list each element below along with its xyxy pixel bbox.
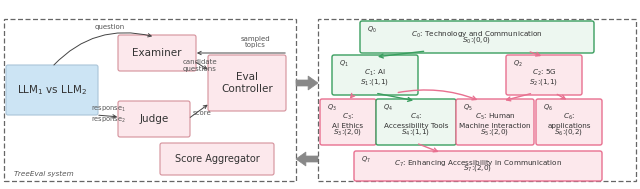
Text: $C_1$: AI: $C_1$: AI <box>364 68 386 78</box>
Bar <box>4 19 296 181</box>
Text: $Q_0$: $Q_0$ <box>367 25 377 35</box>
Text: Examiner: Examiner <box>132 48 182 58</box>
Text: TreeEval system: TreeEval system <box>14 171 74 177</box>
Text: $C_5$: Human
Machine Interaction: $C_5$: Human Machine Interaction <box>460 111 531 129</box>
FancyBboxPatch shape <box>118 35 196 71</box>
Text: $S_0$:(0,0): $S_0$:(0,0) <box>463 35 492 45</box>
FancyBboxPatch shape <box>536 99 602 145</box>
FancyBboxPatch shape <box>376 99 456 145</box>
Text: response$_1$: response$_1$ <box>91 104 125 114</box>
FancyBboxPatch shape <box>160 143 274 175</box>
Text: $S_5$:(2,0): $S_5$:(2,0) <box>481 127 509 137</box>
FancyBboxPatch shape <box>332 55 418 95</box>
Text: $S_3$:(2,0): $S_3$:(2,0) <box>333 127 362 137</box>
Text: Judge: Judge <box>140 114 168 124</box>
Text: $Q_1$: $Q_1$ <box>339 59 349 69</box>
Text: candidate
questions: candidate questions <box>182 60 218 73</box>
Text: $C_3$:
AI Ethics: $C_3$: AI Ethics <box>332 111 364 129</box>
Text: $Q_6$: $Q_6$ <box>543 103 553 113</box>
Text: $S_2$:(1,1): $S_2$:(1,1) <box>529 77 559 87</box>
Text: Score Aggregator: Score Aggregator <box>175 154 259 164</box>
Polygon shape <box>296 76 318 90</box>
Text: score: score <box>193 110 211 116</box>
Text: $S_1$:(1,1): $S_1$:(1,1) <box>360 77 390 87</box>
Text: $C_4$:
Accessibility Tools: $C_4$: Accessibility Tools <box>384 111 448 129</box>
Text: $Q_4$: $Q_4$ <box>383 103 393 113</box>
FancyBboxPatch shape <box>320 99 376 145</box>
Text: $C_6$:
applications: $C_6$: applications <box>547 111 591 129</box>
Text: $S_4$:(1,1): $S_4$:(1,1) <box>401 127 431 137</box>
Polygon shape <box>296 152 318 166</box>
Text: $S_6$:(0,2): $S_6$:(0,2) <box>554 127 584 137</box>
Text: LLM$_1$ vs LLM$_2$: LLM$_1$ vs LLM$_2$ <box>17 83 87 97</box>
Text: $C_0$: Technology and Communication: $C_0$: Technology and Communication <box>411 30 543 40</box>
FancyBboxPatch shape <box>118 101 190 137</box>
Text: $Q_5$: $Q_5$ <box>463 103 473 113</box>
Text: $C_2$: 5G: $C_2$: 5G <box>532 68 556 78</box>
Text: $C_7$: Enhancing Accessibility in Communication: $C_7$: Enhancing Accessibility in Commun… <box>394 159 562 169</box>
Text: question: question <box>95 24 125 30</box>
Text: $Q_7$: $Q_7$ <box>361 155 371 165</box>
FancyBboxPatch shape <box>208 55 286 111</box>
Text: response$_2$: response$_2$ <box>91 115 125 125</box>
FancyBboxPatch shape <box>354 151 602 181</box>
FancyBboxPatch shape <box>360 21 594 53</box>
Text: Eval
Controller: Eval Controller <box>221 72 273 94</box>
Text: $Q_3$: $Q_3$ <box>327 103 337 113</box>
FancyBboxPatch shape <box>506 55 582 95</box>
FancyBboxPatch shape <box>6 65 98 115</box>
Text: $S_7$:(2,0): $S_7$:(2,0) <box>463 163 493 173</box>
Text: $Q_2$: $Q_2$ <box>513 59 523 69</box>
FancyBboxPatch shape <box>456 99 534 145</box>
Bar <box>318 19 636 181</box>
Text: sampled
topics: sampled topics <box>240 36 270 49</box>
